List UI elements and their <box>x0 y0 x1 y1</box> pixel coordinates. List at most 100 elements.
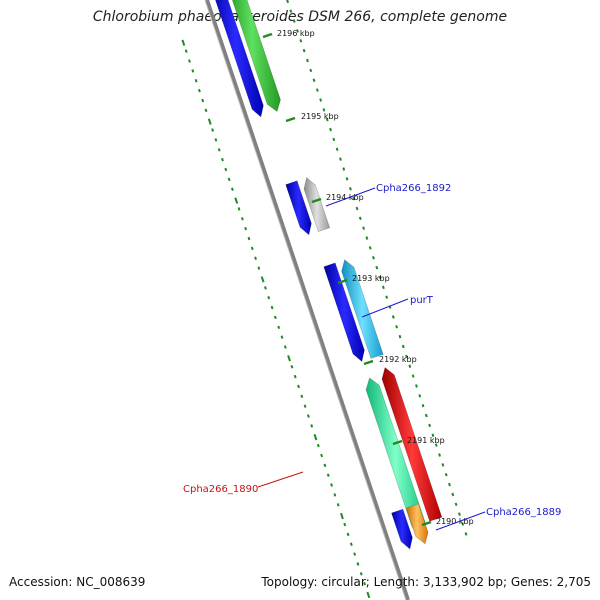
outer-track-dot <box>340 512 344 520</box>
outer-track-dot <box>277 325 281 330</box>
gene-label-purt[interactable]: purT <box>410 295 434 306</box>
outer-track-dot <box>227 177 231 182</box>
inner-track-dot <box>365 236 369 240</box>
gene-arrow-cpha266-1890-spring[interactable] <box>365 377 426 528</box>
outer-track-dot <box>353 552 357 556</box>
inner-track-dot <box>352 196 356 201</box>
inner-track-dot <box>309 68 313 73</box>
outer-track-dot <box>333 493 337 497</box>
gene-arrow-cpha266-1889[interactable] <box>405 503 429 545</box>
outer-track-dot <box>184 49 188 53</box>
inner-track-dot <box>325 117 329 122</box>
kbp-tick-mark <box>311 197 322 204</box>
kbp-tick-mark <box>285 116 296 123</box>
outer-track-dot <box>316 443 320 448</box>
outer-track-dot <box>320 453 324 458</box>
tick-label-2196: 2196 kbp <box>277 29 315 38</box>
outer-track-dot <box>336 503 340 507</box>
tick-label-2192: 2192 kbp <box>379 355 417 364</box>
inner-track-dot <box>322 108 326 112</box>
cds-arrow-cpha266-1892[interactable] <box>285 180 312 236</box>
outer-track-dot <box>237 207 241 211</box>
outer-track-dot <box>356 562 360 566</box>
inner-track-dot <box>342 167 346 171</box>
inner-track-dot <box>319 98 323 102</box>
inner-track-dot <box>362 226 366 230</box>
inner-track-dot <box>428 423 432 428</box>
outer-track-dot <box>366 591 371 599</box>
outer-track-dot <box>287 355 291 362</box>
outer-track-dot <box>283 345 287 349</box>
inner-track-dot <box>438 453 441 457</box>
inner-track-dot <box>398 334 402 339</box>
outer-track-dot <box>254 256 257 260</box>
inner-track-dot <box>434 443 438 447</box>
inner-track-dot <box>375 265 379 270</box>
leader-line-cpha266-1889 <box>435 511 486 531</box>
inner-track-dot <box>348 186 352 191</box>
inner-track-dot <box>345 177 349 181</box>
outer-track-dot <box>310 424 314 428</box>
outer-track-dot <box>293 374 297 379</box>
cds-arrow-cpha266-1889[interactable] <box>391 508 413 550</box>
gene-arrow-cpha266-1890[interactable] <box>381 366 443 522</box>
gene-label-cpha266-1890[interactable]: Cpha266_1890 <box>183 484 258 495</box>
inner-track-dot <box>385 295 389 299</box>
outer-track-dot <box>323 463 327 468</box>
gene-arrow-cpha266-1892[interactable] <box>303 177 331 232</box>
kbp-tick-mark <box>421 520 432 527</box>
outer-track-dot <box>270 305 274 310</box>
inner-track-dot <box>411 374 415 378</box>
outer-track-dot <box>250 246 254 251</box>
inner-track-dot <box>329 127 332 132</box>
inner-track-dot <box>378 275 382 280</box>
inner-track-dot <box>421 403 425 408</box>
outer-track-dot <box>260 276 265 283</box>
outer-track-dot <box>204 108 208 113</box>
inner-track-dot <box>368 246 372 250</box>
inner-track-dot <box>339 157 342 161</box>
outer-track-dot <box>303 404 307 408</box>
cds-arrow-2196-blue[interactable] <box>208 0 264 118</box>
gene-arrow-purt[interactable] <box>341 259 384 359</box>
tick-label-2193: 2193 kbp <box>352 274 390 283</box>
gene-arrow-2196-green[interactable] <box>223 0 281 112</box>
outer-track-dot <box>297 384 300 389</box>
outer-track-dot <box>224 167 228 172</box>
inner-track-dot <box>355 206 359 211</box>
inner-track-dot <box>448 482 451 487</box>
outer-track-dot <box>188 59 191 63</box>
outer-track-dot <box>211 128 215 132</box>
leader-line-cpha266-1890 <box>257 471 304 488</box>
inner-track-dot <box>461 522 465 526</box>
inner-track-dot <box>451 492 455 497</box>
inner-track-dot <box>464 532 468 536</box>
tick-label-2190: 2190 kbp <box>436 517 474 526</box>
genome-backbone <box>205 0 410 600</box>
outer-track-dot <box>346 532 350 537</box>
gene-label-cpha266-1889[interactable]: Cpha266_1889 <box>486 507 561 518</box>
inner-track-dot <box>312 78 316 82</box>
outer-track-dot <box>194 78 198 83</box>
cds-arrow-purt[interactable] <box>323 262 365 363</box>
outer-track-dot <box>306 414 310 418</box>
inner-track-dot <box>289 9 293 13</box>
tick-label-2191: 2191 kbp <box>407 436 445 445</box>
outer-track-dot <box>264 286 267 290</box>
outer-track-dot <box>230 187 234 191</box>
outer-track-dot <box>217 148 221 152</box>
outer-track-dot <box>257 266 261 270</box>
inner-track-dot <box>424 413 428 418</box>
kbp-tick-mark <box>337 278 348 285</box>
inner-track-dot <box>332 137 336 142</box>
outer-track-dot <box>273 315 277 320</box>
outer-track-dot <box>326 473 330 477</box>
inner-tick-track <box>286 0 468 536</box>
gene-label-cpha266-1892[interactable]: Cpha266_1892 <box>376 183 451 194</box>
outer-track-dot <box>359 572 363 576</box>
inner-track-dot <box>441 463 445 467</box>
inner-track-dot <box>408 364 412 368</box>
inner-track-dot <box>286 0 290 4</box>
outer-track-dot <box>207 118 212 125</box>
